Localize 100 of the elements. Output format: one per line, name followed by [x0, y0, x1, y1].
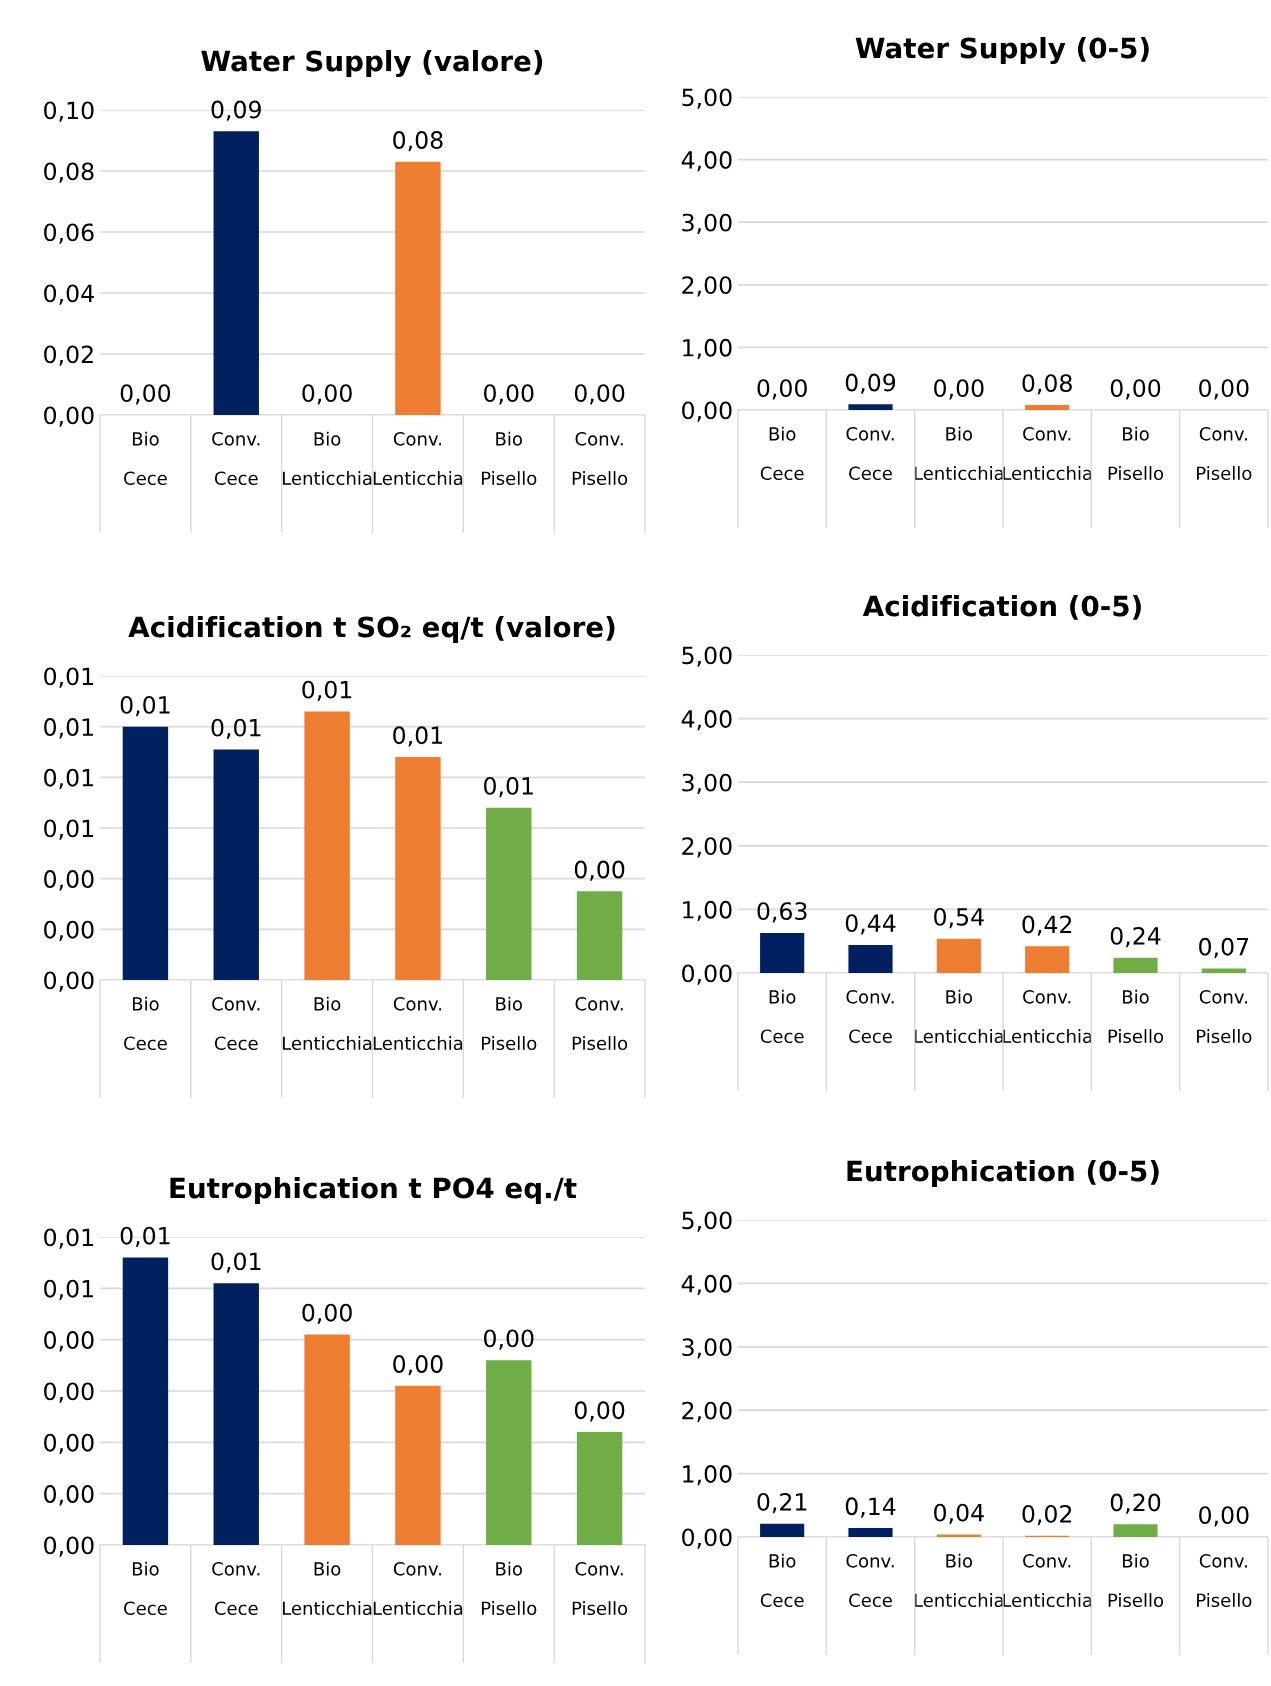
category-label: Bio Lenticchia — [914, 1553, 1004, 1608]
bar — [395, 1385, 441, 1545]
chart-title: Water Supply (0-5) — [855, 37, 1149, 65]
category-label: Conv. Pisello — [572, 431, 628, 486]
category-label: Conv. Pisello — [1197, 989, 1252, 1044]
y-tick-label: 5,00 — [682, 88, 732, 109]
y-tick-label: 2,00 — [682, 837, 732, 858]
category-label: Bio Lenticchia — [282, 1561, 372, 1616]
category-label: Conv. Cece — [212, 996, 260, 1051]
y-tick-label: 0,01 — [44, 819, 93, 840]
y-tick-label: 5,00 — [682, 646, 732, 667]
y-tick-label: 0,06 — [44, 223, 94, 244]
y-tick-label: 3,00 — [682, 1338, 732, 1359]
data-label: 0,00 — [757, 379, 807, 400]
chart-title: Acidification (0-5) — [862, 595, 1141, 620]
bar — [936, 1534, 981, 1537]
y-tick-label: 0,00 — [682, 1528, 732, 1549]
bar — [486, 1360, 532, 1545]
category-label: Bio Lenticchia — [914, 989, 1004, 1044]
category-label: Bio Cece — [124, 996, 167, 1051]
bar — [213, 1283, 259, 1545]
y-tick-label: 0,04 — [44, 284, 94, 305]
bar — [576, 891, 623, 980]
bar — [1113, 1524, 1158, 1537]
bar — [576, 1432, 623, 1545]
data-label: 0,44 — [845, 914, 896, 935]
chart-title: Eutrophication t PO4 eq./t — [170, 1177, 577, 1204]
chart-title: Eutrophication (0-5) — [847, 1160, 1159, 1187]
data-label: 0,21 — [757, 1492, 807, 1514]
y-tick-label: 0,00 — [44, 920, 94, 942]
y-tick-label: 1,00 — [683, 338, 732, 360]
bar — [486, 807, 532, 980]
bar — [1113, 957, 1158, 973]
y-tick-label: 5,00 — [682, 1211, 732, 1232]
data-label: 0,07 — [1199, 937, 1249, 959]
bar — [304, 1334, 350, 1545]
data-label: 0,04 — [934, 1503, 984, 1524]
data-label: 0,01 — [120, 1226, 170, 1248]
data-label: 0,00 — [484, 1329, 534, 1350]
category-label: Bio Lenticchia — [914, 426, 1004, 481]
y-tick-label: 0,00 — [44, 1382, 94, 1403]
y-tick-label: 0,00 — [44, 870, 94, 891]
y-tick-label: 4,00 — [681, 1274, 732, 1296]
y-tick-label: 2,00 — [682, 276, 732, 297]
y-tick-label: 0,00 — [44, 1536, 94, 1557]
category-label: Conv. Lenticchia — [373, 996, 463, 1051]
bar — [122, 726, 169, 980]
category-label: Conv. Pisello — [572, 996, 628, 1051]
chart-title: Water Supply (valore) — [201, 50, 543, 78]
category-label: Bio Cece — [124, 431, 167, 486]
category-label: Conv. Pisello — [572, 1561, 628, 1616]
data-label: 0,01 — [484, 776, 533, 798]
data-label: 0,01 — [211, 1252, 261, 1273]
data-label: 0,08 — [1022, 374, 1072, 395]
category-label: Bio Pisello — [1108, 1553, 1164, 1608]
data-label: 0,00 — [574, 860, 625, 881]
data-label: 0,20 — [1110, 1493, 1161, 1514]
data-label: 0,09 — [211, 100, 261, 121]
y-tick-label: 0,00 — [44, 1485, 94, 1506]
y-tick-label: 0,01 — [44, 768, 93, 790]
y-tick-label: 0,01 — [44, 1279, 93, 1301]
category-label: Bio Pisello — [1108, 989, 1164, 1044]
y-tick-label: 0,00 — [44, 406, 94, 427]
y-tick-label: 0,00 — [682, 401, 732, 422]
bar — [848, 1528, 893, 1537]
category-label: Bio Pisello — [1108, 426, 1164, 481]
bar — [936, 938, 981, 973]
y-tick-label: 0,10 — [44, 101, 94, 122]
data-label: 0,01 — [302, 680, 352, 701]
category-label: Conv. Lenticchia — [1003, 989, 1092, 1044]
category-label: Bio Pisello — [481, 1561, 537, 1616]
chart-title: Acidification t SO₂ eq/t (valore) — [128, 616, 615, 643]
category-label: Conv. Lenticchia — [373, 1561, 463, 1616]
data-label: 0,00 — [574, 1401, 625, 1422]
data-label: 0,00 — [120, 384, 171, 405]
data-label: 0,00 — [1199, 1506, 1249, 1527]
data-label: 0,08 — [393, 131, 443, 152]
category-label: Conv. Cece — [846, 1553, 894, 1608]
y-tick-label: 1,00 — [683, 1465, 732, 1486]
data-label: 0,00 — [1199, 379, 1249, 400]
data-label: 0,00 — [934, 379, 984, 400]
y-tick-label: 0,01 — [44, 667, 93, 688]
data-label: 0,00 — [302, 1303, 352, 1325]
category-label: Bio Cece — [760, 989, 804, 1044]
bar — [304, 711, 350, 980]
category-label: Bio Cece — [760, 1553, 804, 1608]
category-label: Bio Cece — [760, 426, 804, 481]
data-label: 0,01 — [393, 726, 443, 747]
category-label: Conv. Cece — [846, 426, 894, 481]
y-tick-label: 0,00 — [44, 1433, 94, 1455]
data-label: 0,01 — [120, 695, 170, 717]
data-label: 0,09 — [845, 373, 896, 394]
y-tick-label: 0,08 — [44, 162, 94, 183]
y-tick-label: 0,01 — [44, 1228, 93, 1249]
data-label: 0,01 — [211, 718, 261, 739]
category-label: Conv. Lenticchia — [1003, 426, 1092, 481]
bar — [213, 749, 259, 980]
y-tick-label: 0,01 — [44, 718, 93, 739]
y-tick-label: 4,00 — [681, 710, 732, 731]
data-label: 0,14 — [845, 1497, 896, 1518]
